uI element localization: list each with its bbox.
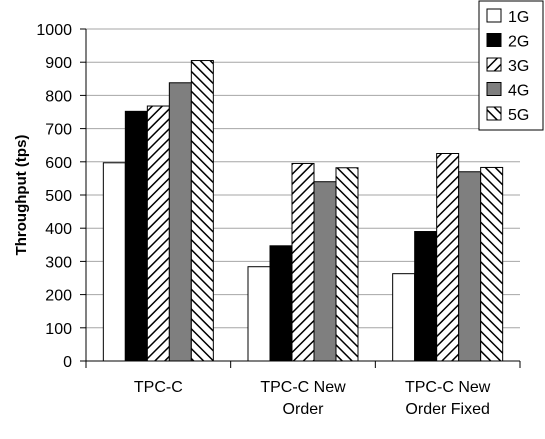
- bar-4g-cat3: [459, 172, 481, 361]
- bars: [103, 61, 502, 361]
- bar-4g-cat1: [169, 83, 191, 361]
- y-tick-label: 200: [45, 288, 72, 305]
- bar-4g-cat2: [314, 182, 336, 361]
- legend-swatch-2g: [487, 34, 501, 47]
- y-tick-label: 800: [45, 88, 72, 105]
- bar-1g-cat2: [248, 267, 270, 361]
- bar-5g-cat3: [481, 167, 503, 361]
- legend-swatch-4g: [487, 83, 501, 96]
- bar-1g-cat3: [393, 274, 415, 361]
- legend-label-5g: 5G: [508, 107, 529, 124]
- y-axis-ticks: 0 100 200 300 400 500 600 700 800 900 1000: [36, 22, 86, 371]
- bar-3g-cat2: [292, 163, 314, 361]
- bar-2g-cat2: [270, 246, 292, 361]
- bar-5g-cat2: [336, 168, 358, 361]
- bar-3g-cat1: [147, 106, 169, 361]
- legend: 1G 2G 3G 4G 5G: [479, 1, 543, 130]
- bar-2g-cat1: [125, 111, 147, 361]
- y-tick-label: 1000: [36, 22, 72, 39]
- legend-swatch-1g: [487, 9, 501, 22]
- y-tick-label: 300: [45, 254, 72, 271]
- legend-swatch-5g: [487, 107, 501, 120]
- y-axis-title: Throughput (tps): [13, 135, 30, 256]
- legend-label-4g: 4G: [508, 83, 529, 100]
- x-category-label: TPC-C: [134, 379, 183, 396]
- bar-3g-cat3: [437, 154, 459, 362]
- legend-label-1g: 1G: [508, 9, 529, 26]
- y-tick-label: 0: [63, 354, 72, 371]
- y-tick-label: 700: [45, 122, 72, 139]
- x-category-label: TPC-C New Order: [260, 379, 346, 418]
- y-tick-label: 600: [45, 155, 72, 172]
- x-axis-category-labels: TPC-C TPC-C New Order TPC-C New Order Fixed: [134, 379, 491, 418]
- y-tick-label: 400: [45, 221, 72, 238]
- legend-label-3g: 3G: [508, 58, 529, 75]
- x-category-label: TPC-C New Order Fixed: [405, 379, 491, 418]
- y-tick-label: 900: [45, 55, 72, 72]
- bar-2g-cat3: [415, 232, 437, 361]
- y-tick-label: 100: [45, 321, 72, 338]
- legend-swatch-3g: [487, 58, 501, 71]
- legend-label-2g: 2G: [508, 34, 529, 51]
- y-tick-label: 500: [45, 188, 72, 205]
- bar-5g-cat1: [191, 61, 213, 361]
- bar-1g-cat1: [103, 163, 125, 361]
